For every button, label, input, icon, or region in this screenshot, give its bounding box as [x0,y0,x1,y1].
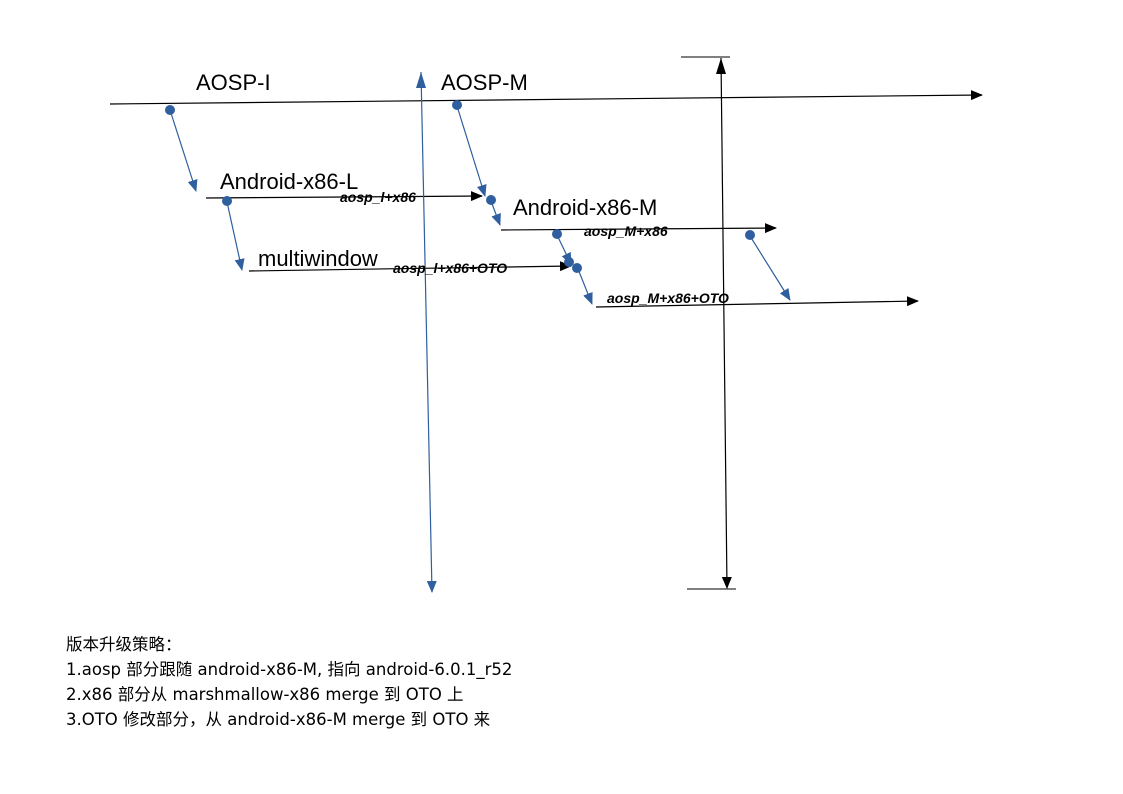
label-aosp-m-x86: aosp_M+x86 [584,223,668,239]
branch-point [486,195,496,205]
branch-arrow-aosp-l-to-x86-l [169,109,198,192]
android-x86-l-timeline [205,191,483,202]
black-divider-top-arrowhead [716,58,726,74]
label-aosp-l: AOSP-I [196,70,271,95]
branch-arrow-merge-to-x86-m [490,200,501,226]
aosp-timeline [109,90,983,105]
notes-item: 2.x86 部分从 marshmallow-x86 merge 到 OTO 上 [66,685,464,704]
vertical-divider-black [720,57,732,589]
branch-arrow-x86-m-end-to-oto-m [749,235,791,301]
branch-point [745,230,755,240]
branch-point [222,196,232,206]
notes-item: 3.OTO 修改部分，从 android-x86-M merge 到 OTO 来 [66,710,491,729]
label-aosp-m-x86-oto: aosp_M+x86+OTO [607,290,729,306]
branch-point [552,229,562,239]
branch-arrow-aosp-m-to-x86-m [456,105,487,197]
label-android-x86-m: Android-x86-M [513,195,657,220]
branch-point [564,257,574,267]
label-aosp-l-x86: aosp_l+x86 [340,189,416,205]
branch-point [165,105,175,115]
branch-point [452,100,462,110]
label-aosp-m: AOSP-M [441,70,528,95]
blue-divider-top-arrowhead [416,72,426,88]
upgrade-strategy-notes: 版本升级策略： 1.aosp 部分跟随 android-x86-M, 指向 an… [66,632,512,732]
vertical-divider-blue [420,71,437,593]
notes-title: 版本升级策略： [66,635,182,654]
branch-point [572,263,582,273]
label-multiwindow: multiwindow [258,246,378,271]
android-x86-m-timeline [500,223,777,234]
multiwindow-timeline [248,261,572,272]
notes-item: 1.aosp 部分跟随 android-x86-M, 指向 android-6.… [66,660,513,679]
branch-arrow-merge-to-oto-m [577,268,593,305]
label-aosp-l-x86-oto: aosp_l+x86+OTO [393,260,507,276]
oto-m-timeline [595,296,919,308]
branch-arrow-x86-l-to-multiwindow [226,201,245,271]
label-android-x86-l: Android-x86-L [220,169,358,194]
